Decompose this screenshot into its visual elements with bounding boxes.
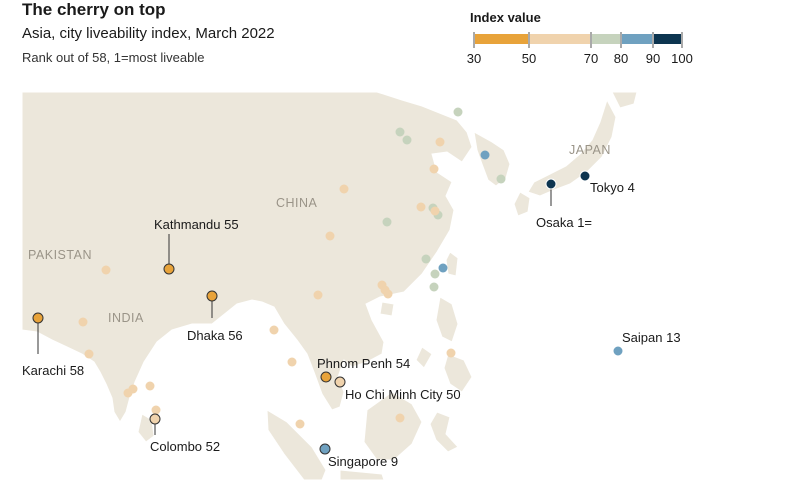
city-label-saipan: Saipan 13 <box>622 330 681 345</box>
country-label-india: INDIA <box>108 311 144 325</box>
city-dot <box>430 206 440 216</box>
city-dot <box>151 405 161 415</box>
city-label-ho-chi-minh-city: Ho Chi Minh City 50 <box>345 387 461 402</box>
legend-colorbar <box>473 32 683 48</box>
city-dot <box>383 289 393 299</box>
city-dot-karachi <box>32 312 44 324</box>
legend-tick-50: 50 <box>521 51 537 66</box>
chart-title: The cherry on top <box>22 0 166 19</box>
legend-bin-90-100 <box>654 34 681 44</box>
city-dot-ho-chi-minh-city <box>334 376 346 388</box>
city-dot-kathmandu <box>163 263 175 275</box>
land-japan-honshu <box>527 98 617 197</box>
legend-tick-70: 70 <box>583 51 599 66</box>
city-dot <box>269 325 279 335</box>
city-dot <box>325 231 335 241</box>
land-philippines-mid <box>415 346 433 369</box>
city-dot <box>123 388 133 398</box>
land-philippines-south <box>443 353 473 393</box>
city-label-karachi: Karachi 58 <box>22 363 84 378</box>
land-taiwan <box>445 251 459 277</box>
chart-header: The cherry on top Asia, city liveability… <box>0 0 800 92</box>
rank-note: Rank out of 58, 1=most liveable <box>22 50 205 65</box>
city-dot <box>429 164 439 174</box>
legend-tick-100: 100 <box>671 51 693 66</box>
city-label-tokyo: Tokyo 4 <box>590 180 635 195</box>
land-japan-hokkaido <box>611 92 638 109</box>
city-dot <box>435 137 445 147</box>
city-dot <box>421 254 431 264</box>
city-dot <box>438 263 448 273</box>
city-dot <box>395 413 405 423</box>
city-dot <box>446 348 456 358</box>
city-dot <box>78 317 88 327</box>
land-java <box>339 469 385 480</box>
city-dot <box>382 217 392 227</box>
land-sumatra <box>266 409 327 480</box>
city-dot <box>287 357 297 367</box>
city-dot-singapore <box>319 443 331 455</box>
land-mainland-asia <box>22 92 473 423</box>
index-legend: Index value 30 50 70 80 90 100 <box>464 10 704 70</box>
country-label-japan: JAPAN <box>569 143 611 157</box>
city-label-singapore: Singapore 9 <box>328 454 398 469</box>
city-dot <box>496 174 506 184</box>
land-japan-kyushu <box>513 191 531 217</box>
city-dot <box>480 150 490 160</box>
legend-bin-50-70 <box>530 34 590 44</box>
city-dot-saipan <box>612 345 624 357</box>
city-dot <box>402 135 412 145</box>
city-label-osaka: Osaka 1= <box>536 215 592 230</box>
land-philippines-luzon <box>435 296 459 343</box>
city-dot-tokyo <box>579 170 591 182</box>
city-dot-phnom-penh <box>320 371 332 383</box>
legend-tick-90: 90 <box>645 51 661 66</box>
city-dot-colombo <box>149 413 161 425</box>
legend-title: Index value <box>470 10 541 25</box>
city-dot <box>395 127 405 137</box>
city-dot <box>429 282 439 292</box>
city-dot <box>295 419 305 429</box>
asia-map: JAPAN CHINA PAKISTAN INDIA <box>22 92 800 480</box>
city-label-colombo: Colombo 52 <box>150 439 220 454</box>
country-label-pakistan: PAKISTAN <box>28 248 92 262</box>
city-label-dhaka: Dhaka 56 <box>187 328 243 343</box>
city-dot <box>313 290 323 300</box>
city-label-phnom-penh: Phnom Penh 54 <box>317 356 410 371</box>
city-dot <box>430 269 440 279</box>
land-hainan <box>379 301 395 317</box>
legend-bin-30-50 <box>475 34 528 44</box>
city-dot <box>145 381 155 391</box>
country-label-china: CHINA <box>276 196 318 210</box>
city-dot <box>84 349 94 359</box>
city-dot <box>453 107 463 117</box>
legend-bin-70-80 <box>592 34 620 44</box>
legend-tick-80: 80 <box>613 51 629 66</box>
city-dot <box>339 184 349 194</box>
city-dot <box>101 265 111 275</box>
city-label-kathmandu: Kathmandu 55 <box>154 217 239 232</box>
city-dot-dhaka <box>206 290 218 302</box>
city-dot-osaka <box>545 178 557 190</box>
land-sulawesi <box>429 411 459 453</box>
city-dot <box>416 202 426 212</box>
chart-subtitle: Asia, city liveability index, March 2022 <box>22 25 275 42</box>
legend-bin-80-90 <box>622 34 652 44</box>
legend-tick-30: 30 <box>466 51 482 66</box>
land-borneo <box>363 391 423 461</box>
